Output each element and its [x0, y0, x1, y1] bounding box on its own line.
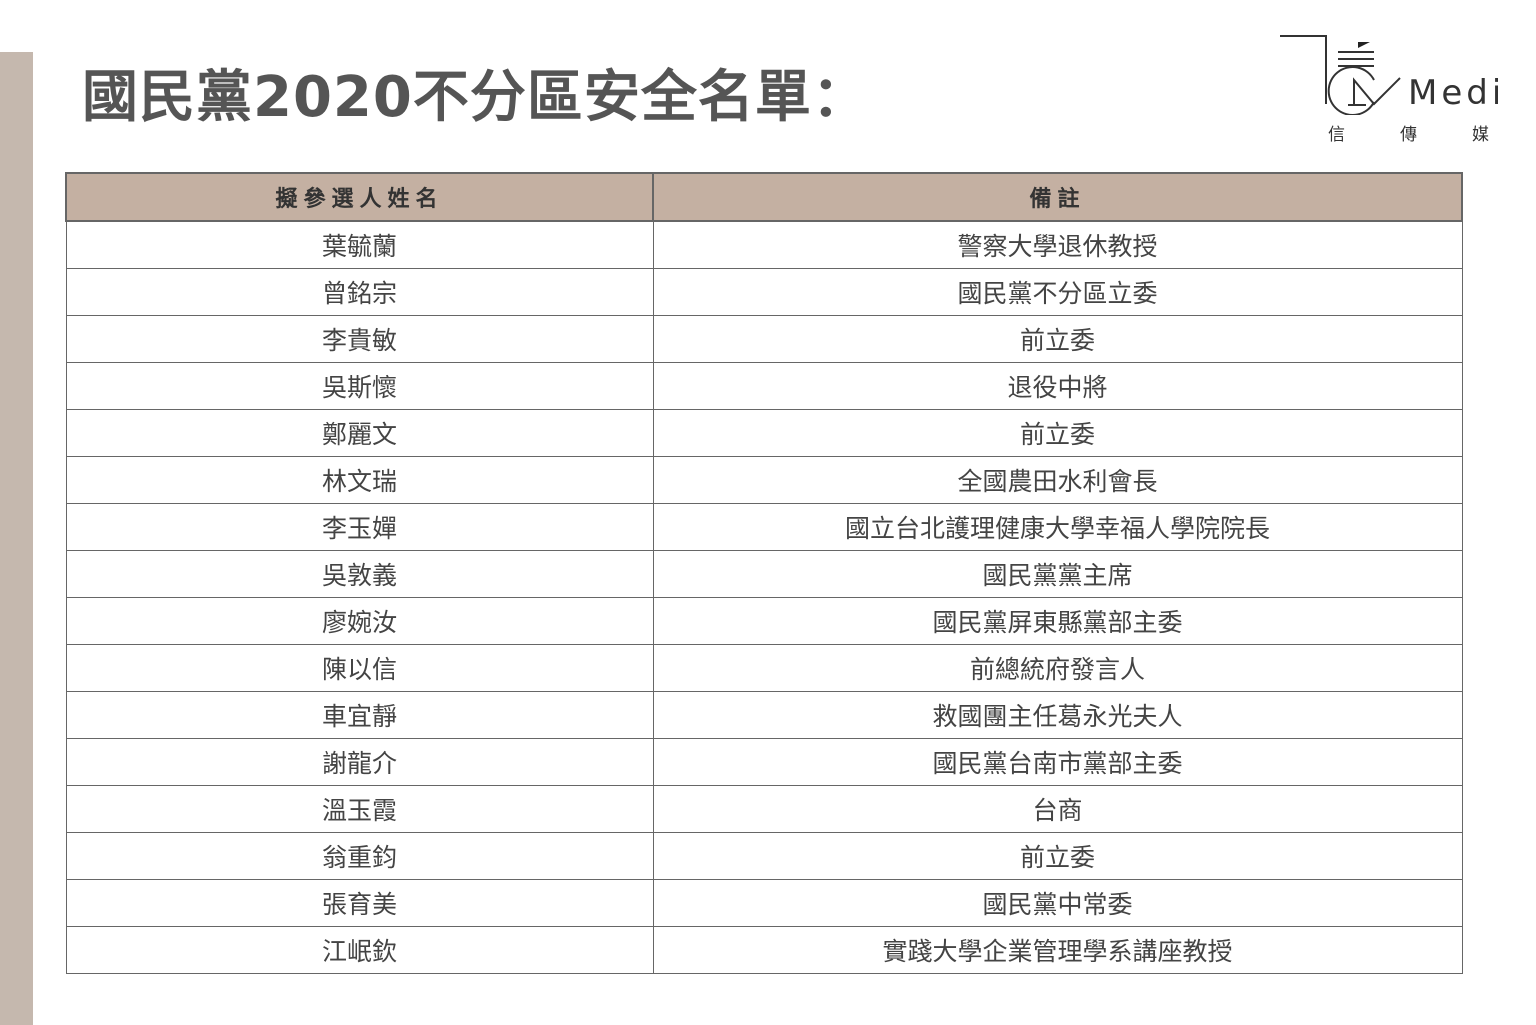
candidate-name: 葉毓蘭: [65, 220, 654, 269]
candidate-name: 陳以信: [65, 644, 654, 692]
table-row: 葉毓蘭 警察大學退休教授: [65, 220, 1463, 269]
candidate-note: 台商: [652, 785, 1463, 833]
candidate-name: 鄭麗文: [65, 409, 654, 457]
table-row: 江岷欽 實踐大學企業管理學系講座教授: [65, 926, 1463, 974]
candidate-note: 國民黨台南市黨部主委: [652, 738, 1463, 786]
candidate-note: 救國團主任葛永光夫人: [652, 691, 1463, 739]
candidate-note: 國民黨屏東縣黨部主委: [652, 597, 1463, 645]
side-accent-bar: [0, 52, 33, 1025]
table-header-row: 擬參選人姓名 備註: [65, 172, 1463, 222]
logo-mark-icon: Media: [1280, 35, 1526, 116]
candidate-name: 吳敦義: [65, 550, 654, 598]
page-title: 國民黨2020不分區安全名單：: [82, 65, 869, 130]
candidate-note: 前立委: [652, 409, 1463, 457]
candidate-name: 李貴敏: [65, 315, 654, 363]
candidate-name: 廖婉汝: [65, 597, 654, 645]
candidate-note: 國民黨黨主席: [652, 550, 1463, 598]
table-row: 李玉嬋 國立台北護理健康大學幸福人學院院長: [65, 503, 1463, 551]
candidate-note: 全國農田水利會長: [652, 456, 1463, 504]
candidate-name: 吳斯懷: [65, 362, 654, 410]
candidate-note: 退役中將: [652, 362, 1463, 410]
table-row: 吳斯懷 退役中將: [65, 362, 1463, 410]
cm-media-logo: Media 信 傳 媒: [1278, 30, 1526, 145]
table-row: 張育美 國民黨中常委: [65, 879, 1463, 927]
header-name: 擬參選人姓名: [65, 172, 654, 222]
candidate-note: 國民黨不分區立委: [652, 268, 1463, 316]
table-row: 吳敦義 國民黨黨主席: [65, 550, 1463, 598]
svg-text:Media: Media: [1408, 73, 1498, 113]
table-row: 曾銘宗 國民黨不分區立委: [65, 268, 1463, 316]
logo-sub-char: 媒: [1472, 125, 1489, 145]
candidate-name: 曾銘宗: [65, 268, 654, 316]
table-row: 陳以信 前總統府發言人: [65, 644, 1463, 692]
candidate-note: 前立委: [652, 832, 1463, 880]
candidate-name: 謝龍介: [65, 738, 654, 786]
table-row: 車宜靜 救國團主任葛永光夫人: [65, 691, 1463, 739]
candidate-name: 張育美: [65, 879, 654, 927]
logo-sub-char: 傳: [1400, 125, 1417, 145]
candidate-note: 前總統府發言人: [652, 644, 1463, 692]
table-row: 林文瑞 全國農田水利會長: [65, 456, 1463, 504]
candidate-name: 江岷欽: [65, 926, 654, 974]
candidate-note: 國立台北護理健康大學幸福人學院院長: [652, 503, 1463, 551]
table-row: 謝龍介 國民黨台南市黨部主委: [65, 738, 1463, 786]
candidate-name: 車宜靜: [65, 691, 654, 739]
candidate-note: 國民黨中常委: [652, 879, 1463, 927]
table-row: 溫玉霞 台商: [65, 785, 1463, 833]
candidate-name: 溫玉霞: [65, 785, 654, 833]
logo-sub-char: 信: [1328, 125, 1345, 145]
header-note: 備註: [652, 172, 1463, 222]
candidate-note: 實踐大學企業管理學系講座教授: [652, 926, 1463, 974]
candidate-note: 警察大學退休教授: [652, 220, 1463, 269]
candidate-note: 前立委: [652, 315, 1463, 363]
table-row: 鄭麗文 前立委: [65, 409, 1463, 457]
table-row: 廖婉汝 國民黨屏東縣黨部主委: [65, 597, 1463, 645]
table-row: 翁重鈞 前立委: [65, 832, 1463, 880]
candidate-name: 李玉嬋: [65, 503, 654, 551]
table-row: 李貴敏 前立委: [65, 315, 1463, 363]
candidate-table: 擬參選人姓名 備註 葉毓蘭 警察大學退休教授 曾銘宗 國民黨不分區立委 李貴敏 前立委 吳斯…: [65, 172, 1463, 974]
candidate-name: 林文瑞: [65, 456, 654, 504]
candidate-name: 翁重鈞: [65, 832, 654, 880]
